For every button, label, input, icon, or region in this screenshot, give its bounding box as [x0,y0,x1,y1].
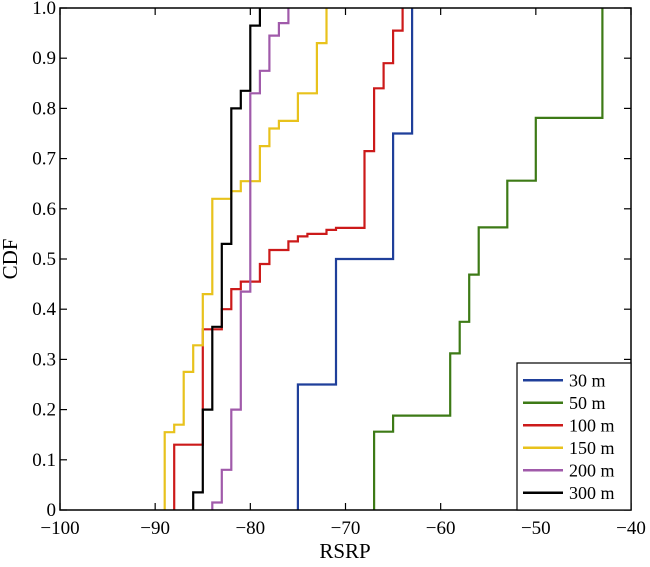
legend-label: 200 m [569,460,615,480]
x-tick-label: −70 [331,518,361,539]
y-tick-label: 0.2 [32,400,56,421]
legend-box [516,362,632,511]
y-tick-label: 0.6 [32,199,56,220]
x-tick-label: −50 [521,518,551,539]
legend-label: 300 m [569,483,615,503]
x-tick-label: −100 [40,518,79,539]
series-line-150m [163,8,328,510]
legend-label: 50 m [569,393,606,413]
y-tick-label: 0.4 [32,299,56,320]
legend-label: 150 m [569,438,615,458]
series-line-100m [173,8,404,510]
y-tick-label: 0.3 [32,349,56,370]
legend-label: 30 m [569,370,606,390]
x-tick-label: −90 [140,518,170,539]
y-tick-label: 0.5 [32,249,56,270]
plot-series [163,8,604,510]
x-tick-label: −40 [616,518,646,539]
y-tick-label: 0.7 [32,149,56,170]
y-axis-label: CDF [0,239,22,280]
series-line-50m [373,8,604,510]
y-tick-label: 0 [47,500,57,521]
y-tick-label: 1.0 [32,0,56,19]
series-line-30m [296,8,414,510]
x-axis-label: RSRP [319,539,370,563]
y-tick-label: 0.9 [32,48,56,69]
legend-label: 100 m [569,415,615,435]
axis-ticks: −100 −90 −80 −70 −60 −50 −40 0 0.1 0.2 0.3 0.4 0.5 0.… [32,0,646,539]
series-line-300m [192,8,261,510]
series-line-200m [211,8,290,510]
y-tick-label: 0.1 [32,450,56,471]
x-tick-label: −60 [426,518,456,539]
x-tick-label: −80 [235,518,265,539]
y-tick-label: 0.8 [32,98,56,119]
